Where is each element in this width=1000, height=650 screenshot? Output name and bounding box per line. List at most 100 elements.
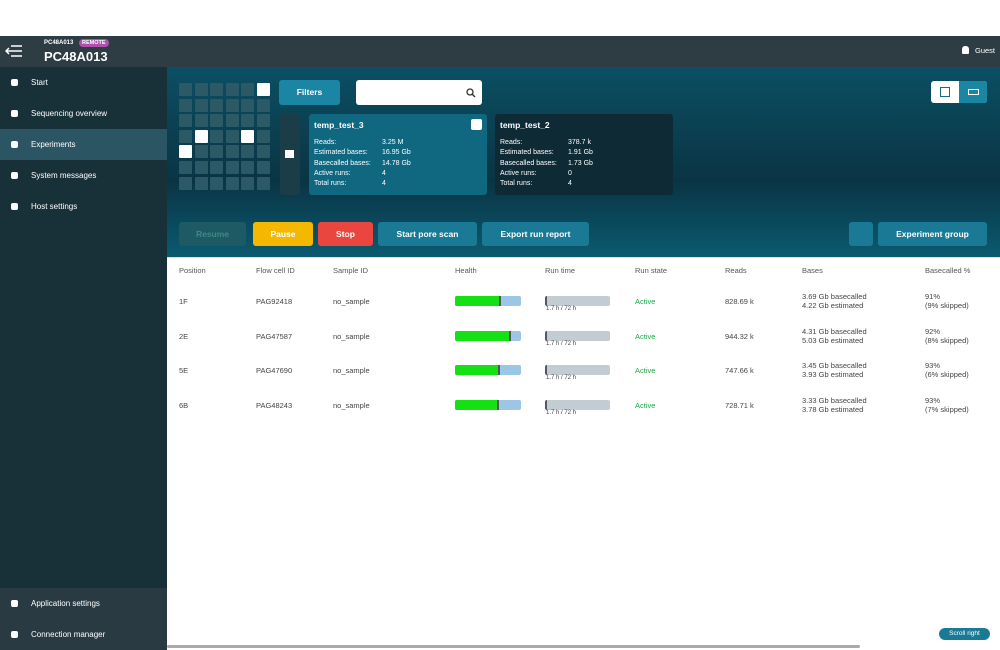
- user-icon: [962, 46, 969, 54]
- position-cell: [194, 98, 208, 112]
- nav-item[interactable]: Sequencing overview: [0, 98, 167, 129]
- menu-icon[interactable]: [5, 44, 23, 58]
- column-header[interactable]: Position: [179, 266, 206, 275]
- experiment-card[interactable]: temp_test_2 Reads: 378.7 k Estimated bases:…: [495, 114, 673, 195]
- position-cell: [210, 83, 223, 96]
- basecalled-pct: 93%: [925, 361, 941, 370]
- field-value: 16.95 Gb: [382, 149, 411, 157]
- nav-label: Connection manager: [31, 630, 106, 639]
- field-value: 0: [568, 169, 572, 177]
- position-cell: [179, 83, 192, 96]
- search-input[interactable]: [356, 80, 482, 105]
- action-button[interactable]: Start pore scan: [378, 222, 477, 246]
- skipped-pct: (7% skipped): [925, 404, 969, 414]
- column-header[interactable]: Bases: [802, 266, 823, 275]
- position-cell: [225, 129, 239, 143]
- filter-icon-button[interactable]: [849, 222, 873, 246]
- position-cell: [179, 98, 192, 112]
- position-cell: [256, 176, 270, 190]
- action-button[interactable]: Stop: [318, 222, 373, 246]
- column-header[interactable]: Basecalled %: [925, 266, 971, 275]
- nav-item[interactable]: Connection manager: [0, 619, 167, 650]
- position-cell: [256, 83, 270, 96]
- column-header[interactable]: Run time: [545, 266, 576, 275]
- collapse-button[interactable]: [280, 114, 300, 195]
- position-cell: [210, 145, 223, 159]
- skipped-pct: (9% skipped): [925, 301, 969, 310]
- column-header[interactable]: Flow cell ID: [256, 266, 295, 275]
- header: PC48A013 REMOTE PC48A013 Guest: [0, 36, 1000, 68]
- flow-cell: PAG48243: [256, 400, 293, 410]
- bases-estimated: 3.93 Gb estimated: [802, 370, 864, 379]
- nav-item[interactable]: Application settings: [0, 588, 167, 619]
- position-cell: [256, 129, 270, 143]
- action-button[interactable]: Experiment group: [878, 222, 987, 246]
- bases-basecalled: 3.69 Gb basecalled: [802, 292, 867, 301]
- position-cell: [194, 129, 208, 143]
- field-label: Basecalled bases:: [500, 159, 557, 167]
- position-cell: [241, 129, 254, 143]
- position-cell: [179, 161, 192, 174]
- sample: no_sample: [333, 366, 370, 375]
- bases-basecalled: 3.45 Gb basecalled: [802, 361, 867, 370]
- device-id: PC48A013: [44, 40, 74, 46]
- experiment-name: temp_test_2: [500, 120, 550, 130]
- reads: 944.32 k: [725, 331, 754, 341]
- position-cell: [194, 145, 208, 159]
- nav-item[interactable]: Experiments: [0, 129, 167, 160]
- view-toggle[interactable]: [931, 81, 987, 103]
- field-label: Basecalled bases:: [314, 159, 371, 167]
- nav-label: Start: [31, 78, 48, 87]
- position-cell: [179, 145, 192, 159]
- position-cell: [194, 83, 208, 96]
- position: 6B: [179, 400, 189, 410]
- position-cell: [241, 114, 254, 128]
- user[interactable]: Guest: [975, 46, 996, 55]
- run-time: 1.7 h / 72 h: [546, 340, 577, 347]
- position-cell: [225, 98, 239, 112]
- filters-button[interactable]: Filters: [279, 80, 340, 105]
- column-header[interactable]: Run state: [635, 266, 668, 275]
- column-header[interactable]: Sample ID: [333, 266, 369, 275]
- nav-item[interactable]: Host settings: [0, 191, 167, 222]
- field-label: Reads:: [500, 139, 523, 146]
- position-cell: [179, 114, 192, 128]
- nav-icon: [11, 600, 18, 607]
- action-label: Resume: [195, 229, 230, 239]
- nav-item[interactable]: System messages: [0, 160, 167, 191]
- run-time: 1.7 h / 72 h: [546, 375, 577, 381]
- nav-icon: [11, 110, 18, 117]
- column-header[interactable]: Reads: [725, 266, 747, 275]
- run-state: Active: [635, 331, 656, 341]
- run-time-track: [545, 296, 610, 306]
- chart-icon[interactable]: [471, 119, 482, 130]
- position-cell: [241, 176, 254, 190]
- flow-cell: PAG92418: [256, 297, 293, 306]
- badge: REMOTE: [79, 39, 109, 47]
- column-header[interactable]: Health: [455, 266, 477, 275]
- nav-label: Application settings: [31, 599, 100, 608]
- position-cell: [210, 161, 223, 174]
- experiment-card[interactable]: temp_test_3 Reads: 3.25 M Estimated bases: 1…: [309, 114, 487, 195]
- scrollbar[interactable]: [167, 645, 860, 648]
- experiment-name: temp_test_3: [314, 120, 364, 130]
- sample: no_sample: [333, 297, 370, 306]
- nav-label: Sequencing overview: [31, 109, 108, 118]
- scroll-right[interactable]: Scroll right: [939, 628, 990, 640]
- skipped-pct: (8% skipped): [925, 335, 969, 345]
- action-button[interactable]: Pause: [253, 222, 313, 246]
- skipped-pct: (6% skipped): [925, 370, 969, 379]
- action-button[interactable]: Export run report: [482, 222, 589, 246]
- action-label: Export run report: [500, 229, 571, 239]
- position-cell: [179, 176, 192, 190]
- action-button[interactable]: Resume: [179, 222, 246, 246]
- nav-item[interactable]: Start: [0, 67, 167, 98]
- run-time-track: [545, 399, 610, 410]
- field-value: 4: [382, 180, 386, 188]
- nav-label: Experiments: [31, 140, 76, 149]
- nav-label: System messages: [31, 171, 97, 180]
- position-cell: [194, 114, 208, 128]
- device-name: PC48A013: [44, 49, 108, 64]
- field-value: 3.25 M: [382, 139, 404, 146]
- reads: 728.71 k: [725, 400, 754, 410]
